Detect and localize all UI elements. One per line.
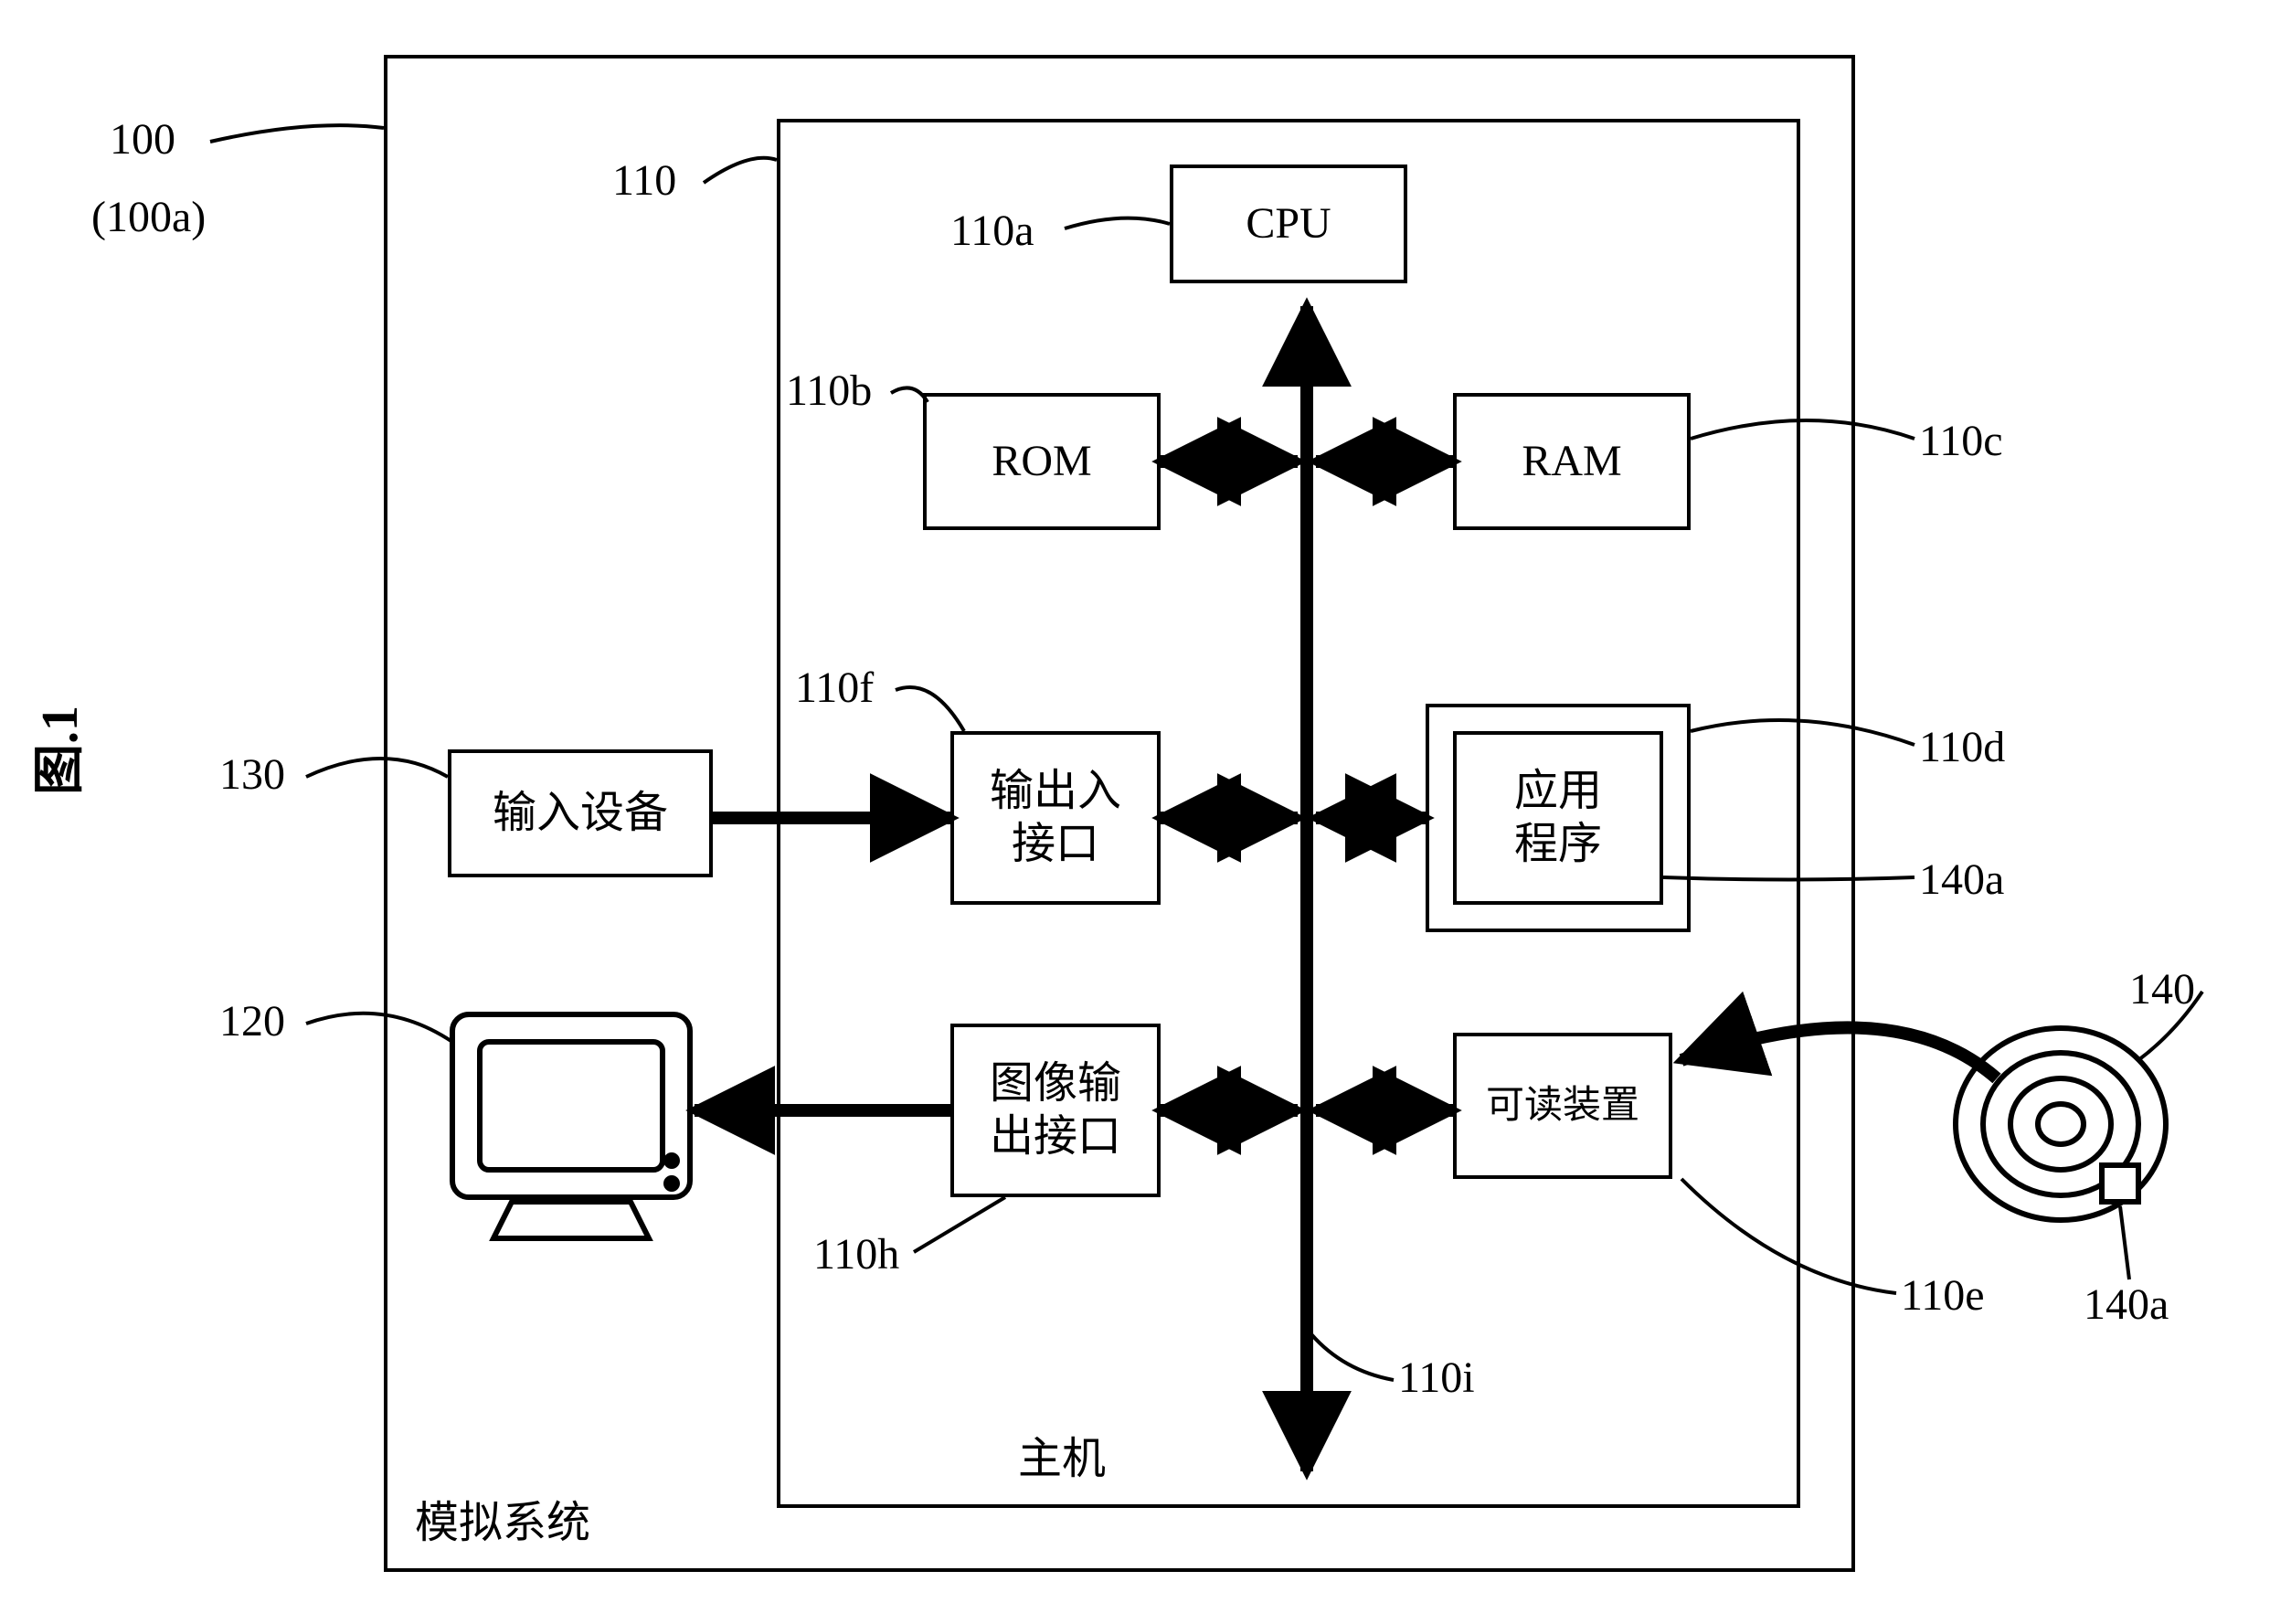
disc-icon [1956,1028,2166,1220]
ref-140a-inner: 140a [1919,854,2004,905]
rom-block: ROM [923,393,1161,530]
input-device-block: 输入设备 [448,749,713,877]
ram-text: RAM [1522,435,1621,488]
image-output-block: 图像输 出接口 [950,1024,1161,1197]
cpu-block: CPU [1170,165,1407,283]
ref-120: 120 [219,996,285,1046]
readable-device-text: 可读装置 [1486,1083,1639,1129]
ref-140: 140 [2129,964,2195,1014]
cpu-text: CPU [1246,197,1331,250]
image-output-text: 图像输 出接口 [990,1057,1121,1162]
app-program-text: 应用 程序 [1514,765,1602,870]
simulation-system-label: 模拟系统 [415,1497,590,1550]
ref-110e: 110e [1901,1270,1985,1321]
io-interface-block: 输出入 接口 [950,731,1161,905]
ref-110c: 110c [1919,416,2003,466]
ref-110b: 110b [786,366,872,416]
ref-110i: 110i [1398,1353,1475,1403]
io-interface-text: 输出入 接口 [990,765,1121,870]
ram-block: RAM [1453,393,1691,530]
ref-110: 110 [612,155,676,206]
figure-title: 图.1 [18,706,92,795]
readable-device-block: 可读装置 [1453,1033,1672,1179]
host-label: 主机 [1018,1433,1106,1486]
input-device-text: 输入设备 [493,787,668,840]
ref-110a: 110a [950,206,1034,256]
ref-110h: 110h [813,1229,899,1279]
rom-text: ROM [992,435,1091,488]
ref-110d: 110d [1919,722,2005,772]
ref-100a: (100a) [91,192,206,242]
ref-140a-disc: 140a [2084,1279,2169,1330]
ref-100: 100 [110,114,175,165]
figure-canvas: 模拟系统 主机 CPU ROM RAM 输出入 接口 应用 程序 图像输 出接口… [0,0,2291,1624]
ref-110f: 110f [795,663,874,713]
ref-130: 130 [219,749,285,800]
app-program-inner: 应用 程序 [1453,731,1663,905]
